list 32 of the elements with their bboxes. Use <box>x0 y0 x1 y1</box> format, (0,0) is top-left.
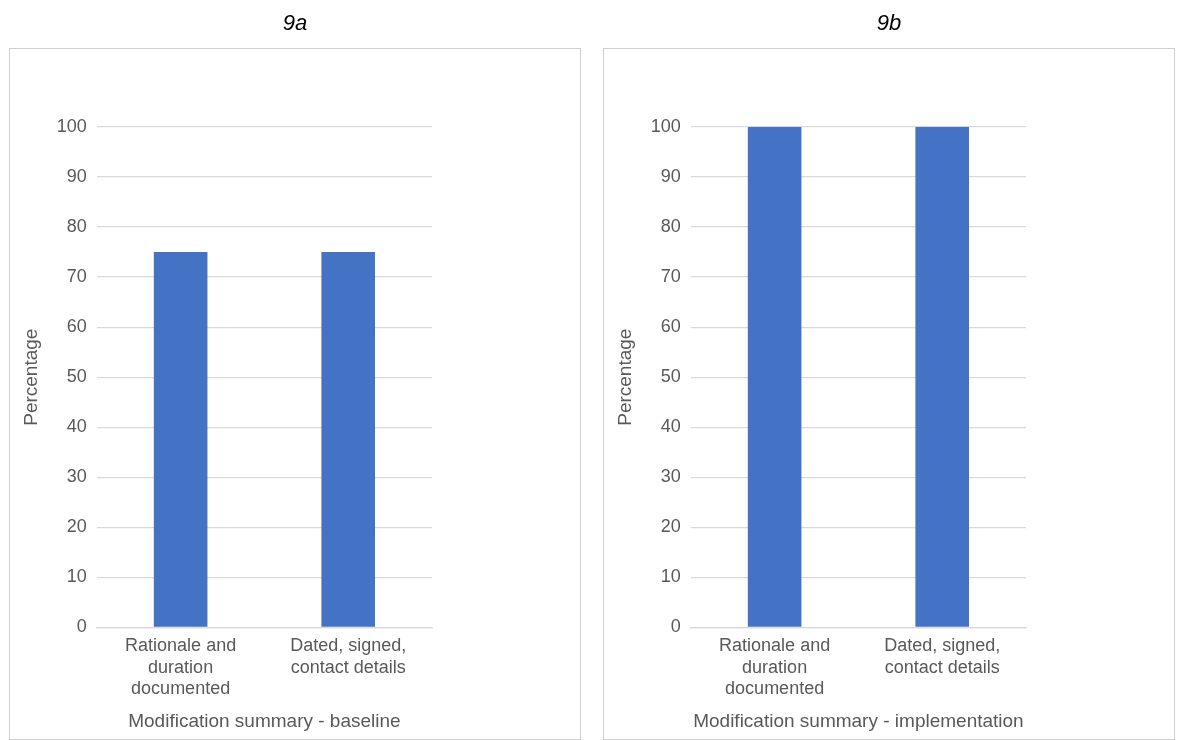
x-tick-label: Dated, signed, contact details <box>884 635 1001 677</box>
x-tick-label: Rationale and duration documented <box>125 635 237 699</box>
y-tick-label: 50 <box>66 366 87 387</box>
y-tick-label: 90 <box>66 166 87 187</box>
chart-title: 9a <box>282 9 308 37</box>
x-tick-label: Dated, signed, contact details <box>290 635 407 677</box>
y-tick-label: 40 <box>660 416 681 437</box>
y-tick-label: 60 <box>660 316 681 337</box>
x-axis-title: Modification summary - implementation <box>693 709 1024 731</box>
chart-title: 9b <box>876 9 902 37</box>
y-tick-label: 0 <box>670 616 681 637</box>
y-tick-label: 60 <box>66 316 87 337</box>
y-axis-title: Percentage <box>613 328 635 426</box>
y-tick-label: 90 <box>660 166 681 187</box>
x-tick-label: Rationale and duration documented <box>719 635 831 699</box>
y-tick-label: 30 <box>66 466 87 487</box>
y-tick-label: 100 <box>56 115 87 136</box>
y-tick-label: 20 <box>66 516 87 537</box>
x-axis-title: Modification summary - baseline <box>128 709 401 731</box>
y-tick-label: 80 <box>66 216 87 237</box>
y-tick-label: 30 <box>660 466 681 487</box>
y-axis-title: Percentage <box>19 328 41 426</box>
y-tick-label: 50 <box>660 366 681 387</box>
y-tick-label: 10 <box>660 566 681 587</box>
y-tick-label: 70 <box>660 266 681 287</box>
y-tick-label: 70 <box>66 266 87 287</box>
y-tick-label: 40 <box>66 416 87 437</box>
y-tick-label: 10 <box>66 566 87 587</box>
y-tick-label: 0 <box>76 616 87 637</box>
y-tick-label: 80 <box>660 216 681 237</box>
y-tick-label: 20 <box>660 516 681 537</box>
y-tick-label: 100 <box>650 115 681 136</box>
